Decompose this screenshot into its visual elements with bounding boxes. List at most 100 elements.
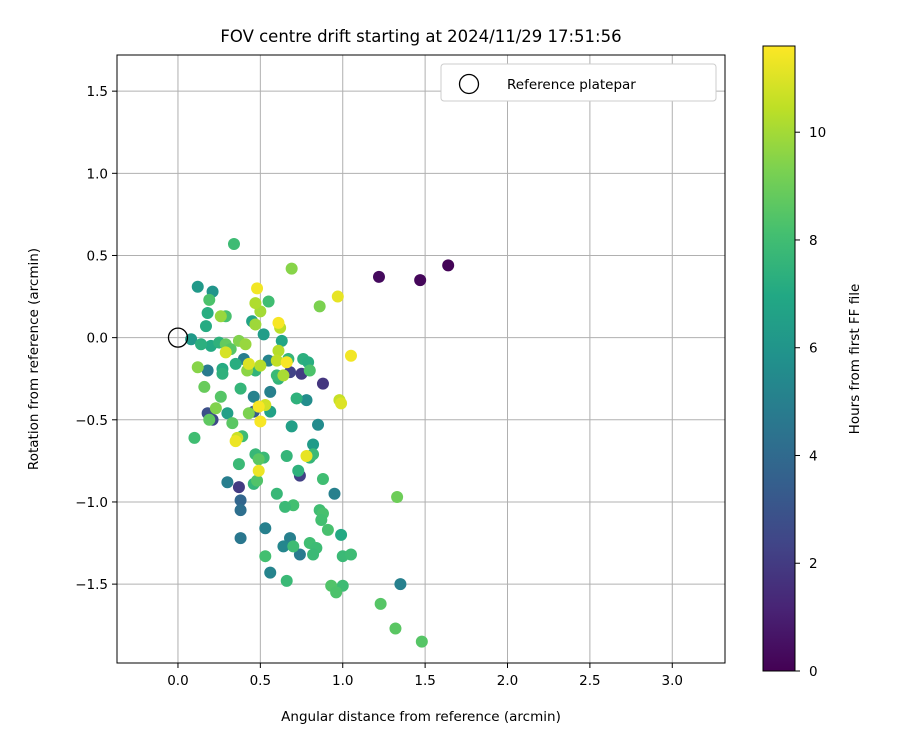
y-tick-label: 1.0	[87, 166, 108, 182]
scatter-point	[328, 487, 341, 500]
scatter-point	[232, 481, 245, 494]
colorbar-label: Hours from first FF file	[847, 284, 863, 435]
x-tick-label: 1.5	[414, 673, 435, 689]
scatter-point	[389, 622, 402, 635]
scatter-point	[251, 282, 264, 295]
colorbar-tick-label: 10	[809, 125, 826, 141]
scatter-point	[221, 407, 234, 420]
x-tick-label: 2.0	[497, 673, 518, 689]
y-tick-label: −1.0	[75, 495, 108, 511]
scatter-point	[272, 344, 285, 357]
x-tick-label: 0.0	[167, 673, 188, 689]
colorbar-tick-label: 8	[809, 233, 818, 249]
scatter-point	[442, 259, 455, 272]
y-tick-label: −1.5	[75, 577, 108, 593]
scatter-point	[188, 431, 201, 444]
plot-area-frame	[116, 54, 726, 664]
x-tick-label: 3.0	[662, 673, 683, 689]
scatter-point	[201, 306, 214, 319]
scatter-point	[414, 274, 427, 287]
scatter-point	[251, 474, 264, 487]
scatter-point	[374, 597, 387, 610]
y-tick-label: −0.5	[75, 413, 108, 429]
reference-platepar-marker	[167, 327, 189, 348]
scatter-point	[191, 280, 204, 293]
scatter-point	[221, 476, 234, 489]
legend: Reference platepar	[440, 63, 717, 102]
scatter-point	[307, 548, 320, 561]
scatter-point	[247, 390, 260, 403]
scatter-point	[214, 310, 227, 323]
scatter-point	[191, 361, 204, 374]
scatter-point	[270, 354, 283, 367]
scatter-point	[344, 349, 357, 362]
scatter-point	[219, 346, 232, 359]
scatter-point	[270, 487, 283, 500]
x-tick-label: 2.5	[579, 673, 600, 689]
legend-box	[440, 63, 717, 102]
scatter-point	[242, 357, 255, 370]
scatter-point	[280, 574, 293, 587]
scatter-point	[209, 402, 222, 415]
scatter-point	[331, 290, 344, 303]
y-axis-ticks: 1.5 1.0 0.5 0.0 −0.5 −1.0 −1.5	[75, 84, 117, 593]
scatter-point	[257, 328, 270, 341]
colorbar-gradient	[762, 45, 796, 672]
chart-title: FOV centre drift starting at 2024/11/29 …	[220, 27, 621, 46]
scatter-point	[275, 334, 288, 347]
y-tick-label: 1.5	[87, 84, 108, 100]
scatter-point	[415, 635, 428, 648]
scatter-point	[199, 320, 212, 333]
scatter-point	[252, 453, 265, 466]
scatter-point	[252, 400, 265, 413]
scatter-point	[264, 566, 277, 579]
scatter-point	[321, 523, 334, 536]
scatter-point	[344, 548, 357, 561]
scatter-point	[232, 458, 245, 471]
scatter-point	[307, 438, 320, 451]
grid-lines	[117, 55, 725, 663]
scatter-point	[335, 528, 348, 541]
scatter-point	[394, 578, 407, 591]
scatter-points	[185, 237, 455, 648]
scatter-point	[280, 449, 293, 462]
scatter-point	[300, 449, 313, 462]
scatter-point	[203, 413, 216, 426]
scatter-point	[195, 338, 208, 351]
x-axis-ticks: 0.0 0.5 1.0 1.5 2.0 2.5 3.0	[167, 663, 683, 689]
scatter-point	[316, 472, 329, 485]
scatter-point	[290, 392, 303, 405]
colorbar-tick-label: 4	[809, 448, 818, 464]
scatter-point	[264, 385, 277, 398]
scatter-point	[303, 364, 316, 377]
scatter-point	[229, 357, 242, 370]
scatter-point	[242, 407, 255, 420]
scatter-point	[315, 514, 328, 527]
scatter-point	[249, 318, 262, 331]
scatter-point	[234, 382, 247, 395]
x-tick-label: 1.0	[332, 673, 353, 689]
scatter-point	[226, 417, 239, 430]
scatter-point	[185, 333, 198, 346]
scatter-point	[203, 293, 216, 306]
scatter-point	[254, 359, 267, 372]
legend-reference-marker	[458, 73, 480, 95]
x-tick-label: 0.5	[250, 673, 271, 689]
scatter-point	[227, 237, 240, 250]
scatter-point	[198, 380, 211, 393]
scatter-point	[214, 390, 227, 403]
scatter-point	[239, 338, 252, 351]
scatter-point	[391, 491, 404, 504]
scatter-point	[285, 262, 298, 275]
scatter-point	[272, 316, 285, 329]
scatter-point	[254, 415, 267, 428]
scatter-point	[259, 522, 272, 535]
y-tick-label: 0.5	[87, 248, 108, 264]
scatter-point	[335, 397, 348, 410]
scatter-point	[285, 420, 298, 433]
scatter-point	[216, 367, 229, 380]
scatter-point	[277, 369, 290, 382]
scatter-point	[300, 394, 313, 407]
scatter-point	[293, 548, 306, 561]
